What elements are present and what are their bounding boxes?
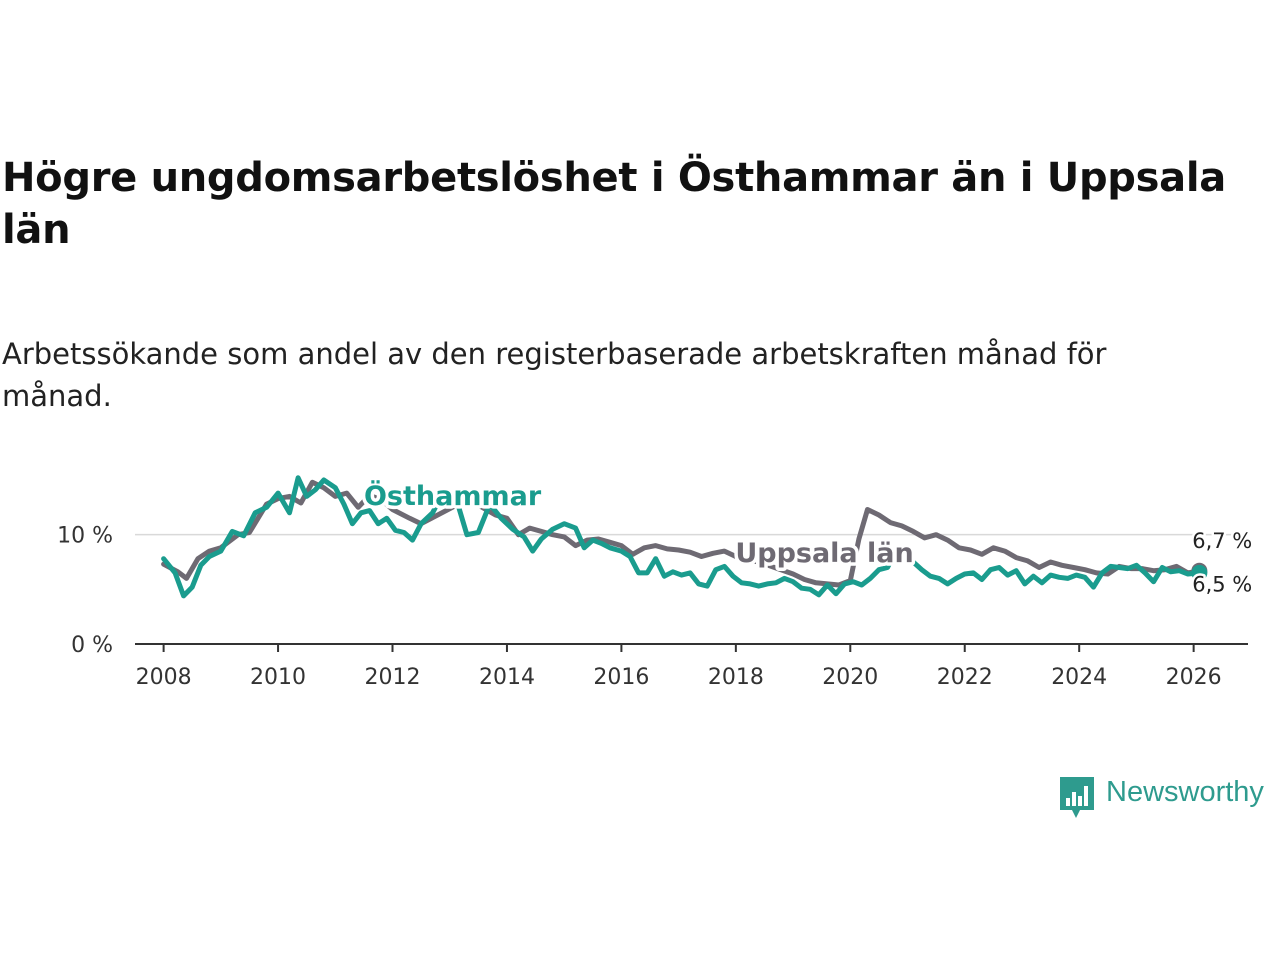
series-name-label: Östhammar — [364, 479, 542, 512]
x-tick-label: 2010 — [250, 665, 306, 690]
line-chart: 0 % 10 % 2008 2010 2012 2014 2016 2018 2020 2022 2… — [57, 475, 1255, 690]
x-tick-label: 2024 — [1051, 665, 1107, 690]
chart-title: Högre ungdomsarbetslöshet i Östhammar än… — [2, 155, 1226, 253]
chart-subtitle: Arbetssökande som andel av den registerb… — [2, 337, 1107, 413]
series-end-point — [1191, 564, 1208, 581]
series-line-sthammar — [161, 475, 1202, 599]
x-tick-label: 2020 — [822, 665, 878, 690]
y-tick-label: 0 % — [71, 633, 113, 658]
newsworthy-logo-text: Newsworthy — [1106, 776, 1264, 808]
series-line-uppsala-l-n — [161, 479, 1202, 588]
end-value-label: 6,5 % — [1192, 573, 1252, 597]
series-name-label: Uppsala län — [735, 538, 913, 569]
series-lines — [161, 475, 1208, 599]
end-value-label: 6,7 % — [1192, 529, 1252, 553]
x-tick-label: 2014 — [479, 665, 535, 690]
x-tick-label: 2018 — [708, 665, 764, 690]
y-tick-label: 10 % — [57, 524, 113, 549]
x-tick-label: 2016 — [593, 665, 649, 690]
x-tick-label: 2008 — [136, 665, 192, 690]
x-tick-label: 2012 — [365, 665, 421, 690]
x-tick-label: 2022 — [937, 665, 993, 690]
newsworthy-logo-icon — [1060, 777, 1094, 818]
x-tick-label: 2026 — [1166, 665, 1222, 690]
series-labels: Östhammar Uppsala län 6,7 % 6,5 % — [360, 476, 1254, 599]
axes: 0 % 10 % 2008 2010 2012 2014 2016 2018 2020 2022 2… — [57, 524, 1248, 690]
newsworthy-logo: Newsworthy — [1058, 772, 1280, 820]
